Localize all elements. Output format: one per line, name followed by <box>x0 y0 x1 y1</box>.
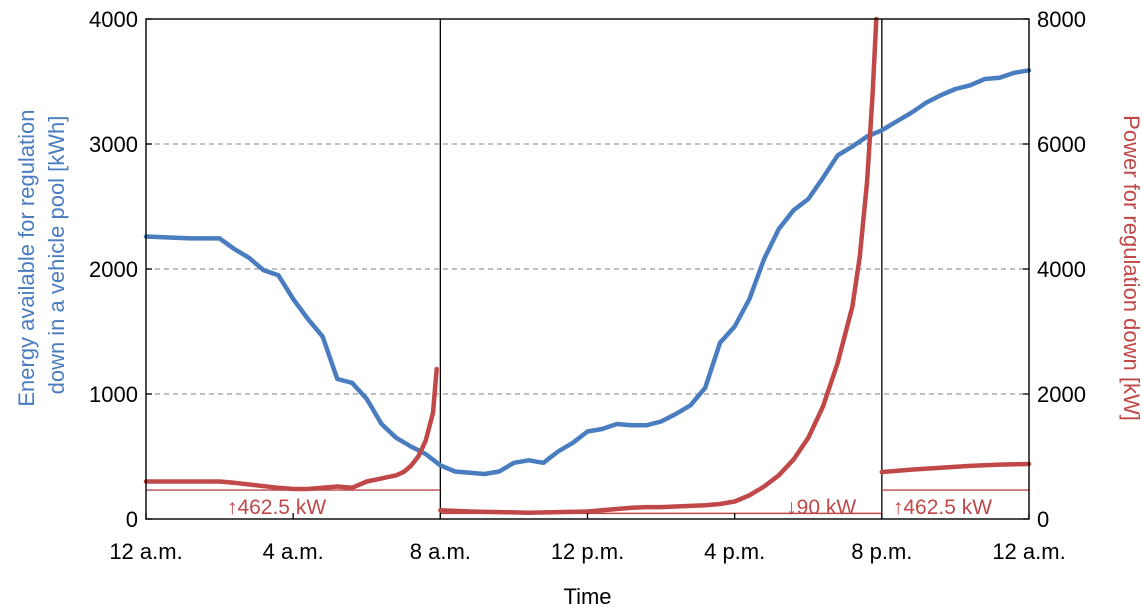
threshold-label: ↓90 kW <box>786 496 856 519</box>
y-right-tick-label: 2000 <box>1037 382 1086 407</box>
power-series-line <box>879 461 1032 475</box>
y-axis-right-title: Power for regulation down [kW] <box>1119 115 1142 421</box>
y-left-tick-label: 3000 <box>89 132 138 157</box>
y-axis-left-title-line-1: Energy available for regulation <box>14 109 39 406</box>
y-left-tick-label: 4000 <box>89 7 138 32</box>
x-tick-label: 8 p.m. <box>851 539 912 564</box>
y-right-tick-label: 0 <box>1037 507 1049 532</box>
y-axis-left-title-line-2: down in a vehicle pool [kWh] <box>44 116 69 395</box>
ticks: 0 1000 2000 3000 4000 0 2000 4000 6000 8000 12 a.m… <box>89 7 1086 564</box>
threshold-label: ↑462.5 kW <box>893 496 992 519</box>
y-axis-left-title: Energy available for regulation down in … <box>14 103 69 406</box>
x-tick-label: 4 p.m. <box>704 539 765 564</box>
x-tick-label: 12 p.m. <box>551 539 624 564</box>
y-right-tick-label: 4000 <box>1037 257 1086 282</box>
y-left-tick-label: 2000 <box>89 257 138 282</box>
period-boundaries <box>439 19 883 519</box>
energy-series-line <box>143 68 1032 477</box>
y-right-tick-label: 6000 <box>1037 132 1086 157</box>
power-series-line <box>143 366 439 492</box>
x-tick-label: 12 a.m. <box>992 539 1065 564</box>
x-tick-label: 4 a.m. <box>263 539 324 564</box>
x-tick-label: 8 a.m. <box>410 539 471 564</box>
gridlines <box>146 143 1029 395</box>
power-series-line <box>438 16 879 516</box>
y-left-tick-label: 1000 <box>89 382 138 407</box>
y-right-tick-label: 8000 <box>1037 7 1086 32</box>
x-axis-title: Time <box>563 584 611 607</box>
series-lines <box>143 16 1032 516</box>
x-tick-label: 12 a.m. <box>109 539 182 564</box>
y-left-tick-label: 0 <box>126 507 138 532</box>
threshold-label: ↑462.5 kW <box>227 496 326 519</box>
